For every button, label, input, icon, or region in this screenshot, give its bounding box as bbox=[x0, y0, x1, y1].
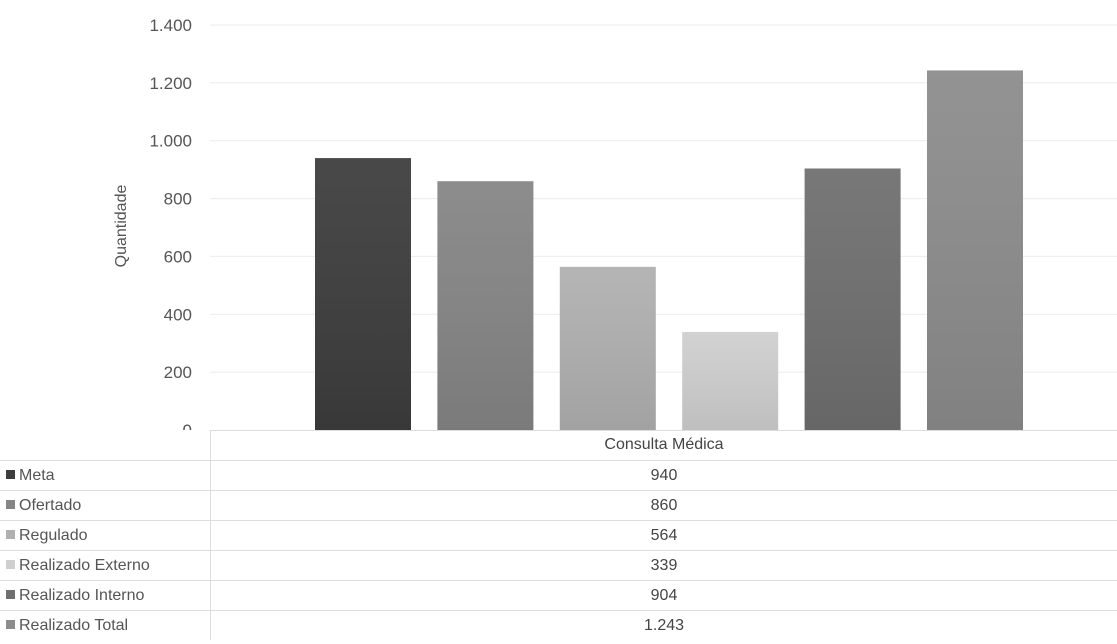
series-name-cell: Regulado bbox=[6, 521, 210, 550]
y-tick-label: 400 bbox=[164, 305, 192, 324]
table-row: Meta 940 bbox=[0, 460, 1117, 490]
data-label: 904 bbox=[210, 581, 1117, 610]
bar-shading bbox=[559, 266, 656, 430]
table-row: Realizado Total 1.243 bbox=[0, 610, 1117, 640]
bar-layer bbox=[315, 70, 1023, 430]
y-tick-label: 1.400 bbox=[149, 16, 192, 35]
y-axis-label: Quantidade bbox=[113, 185, 130, 268]
y-tick-label: 200 bbox=[164, 363, 192, 382]
y-tick-layer: 0 200 400 600 800 1.000 1.200 1.400 bbox=[149, 16, 192, 430]
series-name-cell: Realizado Externo bbox=[6, 551, 210, 580]
category-header-row: Consulta Médica bbox=[210, 430, 1117, 460]
legend-swatch bbox=[6, 560, 15, 569]
table-row: Ofertado 860 bbox=[0, 490, 1117, 520]
legend-swatch bbox=[6, 500, 15, 509]
y-tick-label: 600 bbox=[164, 247, 192, 266]
legend-swatch bbox=[6, 470, 15, 479]
data-label: 564 bbox=[210, 521, 1117, 550]
y-tick-label: 0 bbox=[183, 421, 192, 430]
bar-shading bbox=[927, 70, 1023, 430]
category-label: Consulta Médica bbox=[604, 436, 724, 453]
data-label: 860 bbox=[210, 491, 1117, 520]
series-name: Realizado Interno bbox=[19, 587, 145, 604]
table-row: Regulado 564 bbox=[0, 520, 1117, 550]
data-label: 339 bbox=[210, 551, 1117, 580]
bar-shading bbox=[682, 331, 779, 430]
series-name-cell: Realizado Total bbox=[6, 611, 210, 640]
table-row: Realizado Externo 339 bbox=[0, 550, 1117, 580]
legend-swatch bbox=[6, 530, 15, 539]
series-name: Meta bbox=[19, 467, 55, 484]
data-label: 1.243 bbox=[210, 611, 1117, 640]
bar-shading bbox=[437, 181, 534, 430]
series-name-cell: Ofertado bbox=[6, 491, 210, 520]
table-row: Realizado Interno 904 bbox=[0, 580, 1117, 610]
legend-swatch bbox=[6, 620, 15, 629]
series-name: Realizado Total bbox=[19, 617, 129, 634]
y-tick-label: 800 bbox=[164, 190, 192, 209]
series-name: Regulado bbox=[19, 527, 88, 544]
series-name: Realizado Externo bbox=[19, 557, 150, 574]
legend-swatch bbox=[6, 590, 15, 599]
series-name-cell: Realizado Interno bbox=[6, 581, 210, 610]
chart-svg: 0 200 400 600 800 1.000 1.200 1.400 Quantidade bbox=[113, 16, 1117, 430]
bar-shading bbox=[804, 168, 901, 430]
series-name-cell: Meta bbox=[6, 461, 210, 490]
data-label: 940 bbox=[210, 461, 1117, 490]
y-tick-label: 1.000 bbox=[149, 132, 192, 151]
bar-shading bbox=[315, 158, 411, 430]
y-tick-label: 1.200 bbox=[149, 74, 192, 93]
series-name: Ofertado bbox=[19, 497, 82, 514]
